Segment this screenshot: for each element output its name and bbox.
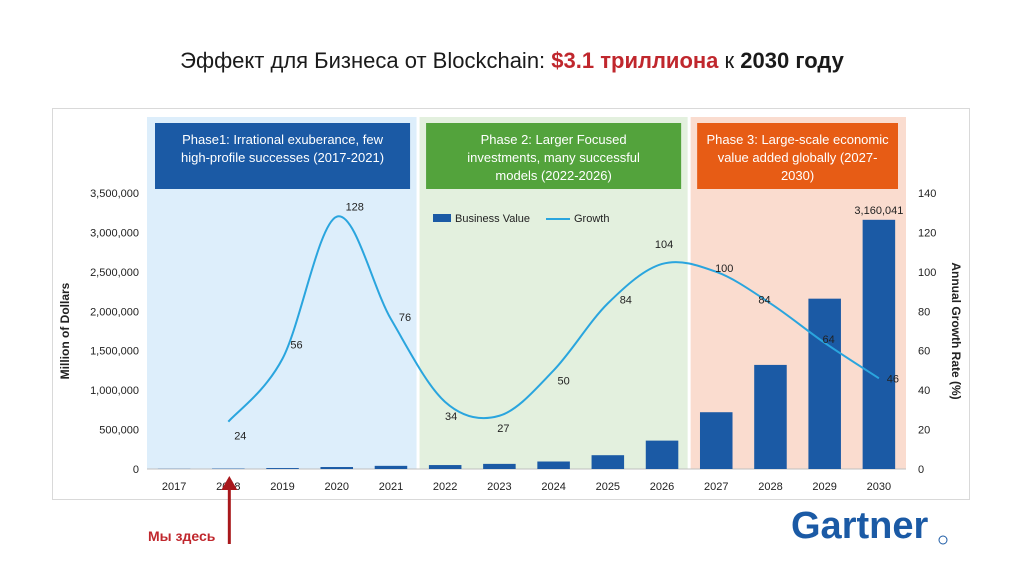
phase-1-label-line: Phase1: Irrational exuberance, few xyxy=(182,132,384,147)
y-left-tick-label: 2,000,000 xyxy=(90,306,139,318)
title-prefix: Эффект для Бизнеса от Blockchain: xyxy=(180,48,546,73)
bar-2022 xyxy=(428,465,462,469)
x-tick-label: 2028 xyxy=(758,481,782,493)
growth-label-2023: 27 xyxy=(497,423,509,435)
x-tick-label: 2018 xyxy=(216,481,240,493)
x-tick-label: 2029 xyxy=(812,481,836,493)
title-middle: к xyxy=(724,48,735,73)
x-tick-label: 2022 xyxy=(433,481,457,493)
x-tick-label: 2025 xyxy=(596,481,620,493)
x-tick-label: 2024 xyxy=(541,481,565,493)
y-right-tick-label: 100 xyxy=(918,267,936,279)
growth-label-2030: 46 xyxy=(887,373,899,385)
bar-2019 xyxy=(266,468,299,469)
gartner-logo: Gartner xyxy=(791,505,948,546)
phase-2-label-line: models (2022-2026) xyxy=(495,168,611,183)
y-left-tick-label: 3,000,000 xyxy=(90,227,139,239)
legend-label-business-value: Business Value xyxy=(455,213,530,225)
phase-1-box xyxy=(155,123,411,189)
growth-label-2018: 24 xyxy=(234,431,246,443)
y-left-tick-label: 3,500,000 xyxy=(90,188,139,200)
combo-chart: Phase1: Irrational exuberance, few high-p… xyxy=(58,117,963,493)
phase-3-label-line: Phase 3: Large-scale economic xyxy=(707,132,890,147)
phase-3-label-line: 2030) xyxy=(781,168,814,183)
x-tick-label: 2019 xyxy=(270,481,294,493)
growth-label-2025: 84 xyxy=(620,294,632,306)
y-left-tick-label: 2,500,000 xyxy=(90,267,139,279)
growth-label-2020: 128 xyxy=(346,202,364,214)
slide-title: Эффект для Бизнеса от Blockchain: $3.1 т… xyxy=(0,48,1024,74)
bar-2024 xyxy=(537,461,570,469)
x-tick-label: 2027 xyxy=(704,481,728,493)
chart-frame: Phase1: Irrational exuberance, few high-p… xyxy=(52,108,970,500)
y-right-tick-label: 80 xyxy=(918,306,930,318)
growth-label-2019: 56 xyxy=(290,340,302,352)
y-right-tick-label: 0 xyxy=(918,464,924,476)
bar-2025 xyxy=(591,455,625,469)
phase-3-box xyxy=(697,123,898,189)
bar-2021 xyxy=(374,465,408,469)
phase-1-label-line: high-profile successes (2017-2021) xyxy=(181,150,384,165)
growth-label-2024: 50 xyxy=(557,375,569,387)
bar-2023 xyxy=(483,463,516,469)
phase-3-label-line: value added globally (2027- xyxy=(718,150,878,165)
y-right-tick-label: 40 xyxy=(918,385,930,397)
y-left-tick-label: 0 xyxy=(133,464,139,476)
bar-2028 xyxy=(754,364,787,469)
bar-2020 xyxy=(320,467,354,469)
y-left-axis-title: Million of Dollars xyxy=(58,282,72,379)
x-tick-label: 2030 xyxy=(867,481,891,493)
y-right-tick-label: 20 xyxy=(918,425,930,437)
legend-label-growth: Growth xyxy=(574,213,609,225)
bar-2029 xyxy=(808,298,841,469)
bar-value-label-2030: 3,160,041 xyxy=(854,205,903,217)
growth-label-2022: 34 xyxy=(445,411,457,423)
x-tick-label: 2021 xyxy=(379,481,403,493)
y-right-axis-title: Annual Growth Rate (%) xyxy=(949,262,963,399)
x-tick-label: 2023 xyxy=(487,481,511,493)
bar-2026 xyxy=(645,440,679,469)
x-tick-label: 2017 xyxy=(162,481,186,493)
gartner-logo-text: Gartner xyxy=(791,505,928,546)
growth-label-2026: 104 xyxy=(655,239,673,251)
growth-label-2027: 100 xyxy=(715,263,733,275)
phase-2-label-line: investments, many successful xyxy=(467,150,640,165)
legend-swatch-business-value xyxy=(433,214,451,222)
title-amount: $3.1 триллиона xyxy=(551,48,719,73)
y-right-tick-label: 140 xyxy=(918,188,936,200)
here-label: Мы здесь xyxy=(148,528,216,544)
x-tick-label: 2026 xyxy=(650,481,674,493)
y-right-tick-label: 60 xyxy=(918,346,930,358)
phase-2-label-line: Phase 2: Larger Focused xyxy=(481,132,627,147)
y-left-tick-label: 1,000,000 xyxy=(90,385,139,397)
growth-label-2029: 64 xyxy=(823,334,835,346)
y-right-tick-label: 120 xyxy=(918,227,936,239)
bar-2030 xyxy=(862,219,896,469)
phase-2-box xyxy=(426,123,682,189)
growth-label-2028: 84 xyxy=(758,294,770,306)
growth-line xyxy=(227,215,880,423)
bar-2027 xyxy=(699,412,733,469)
title-year: 2030 году xyxy=(740,48,844,73)
y-left-tick-label: 500,000 xyxy=(99,425,139,437)
y-left-tick-label: 1,500,000 xyxy=(90,346,139,358)
growth-label-2021: 76 xyxy=(399,312,411,324)
x-tick-label: 2020 xyxy=(325,481,349,493)
